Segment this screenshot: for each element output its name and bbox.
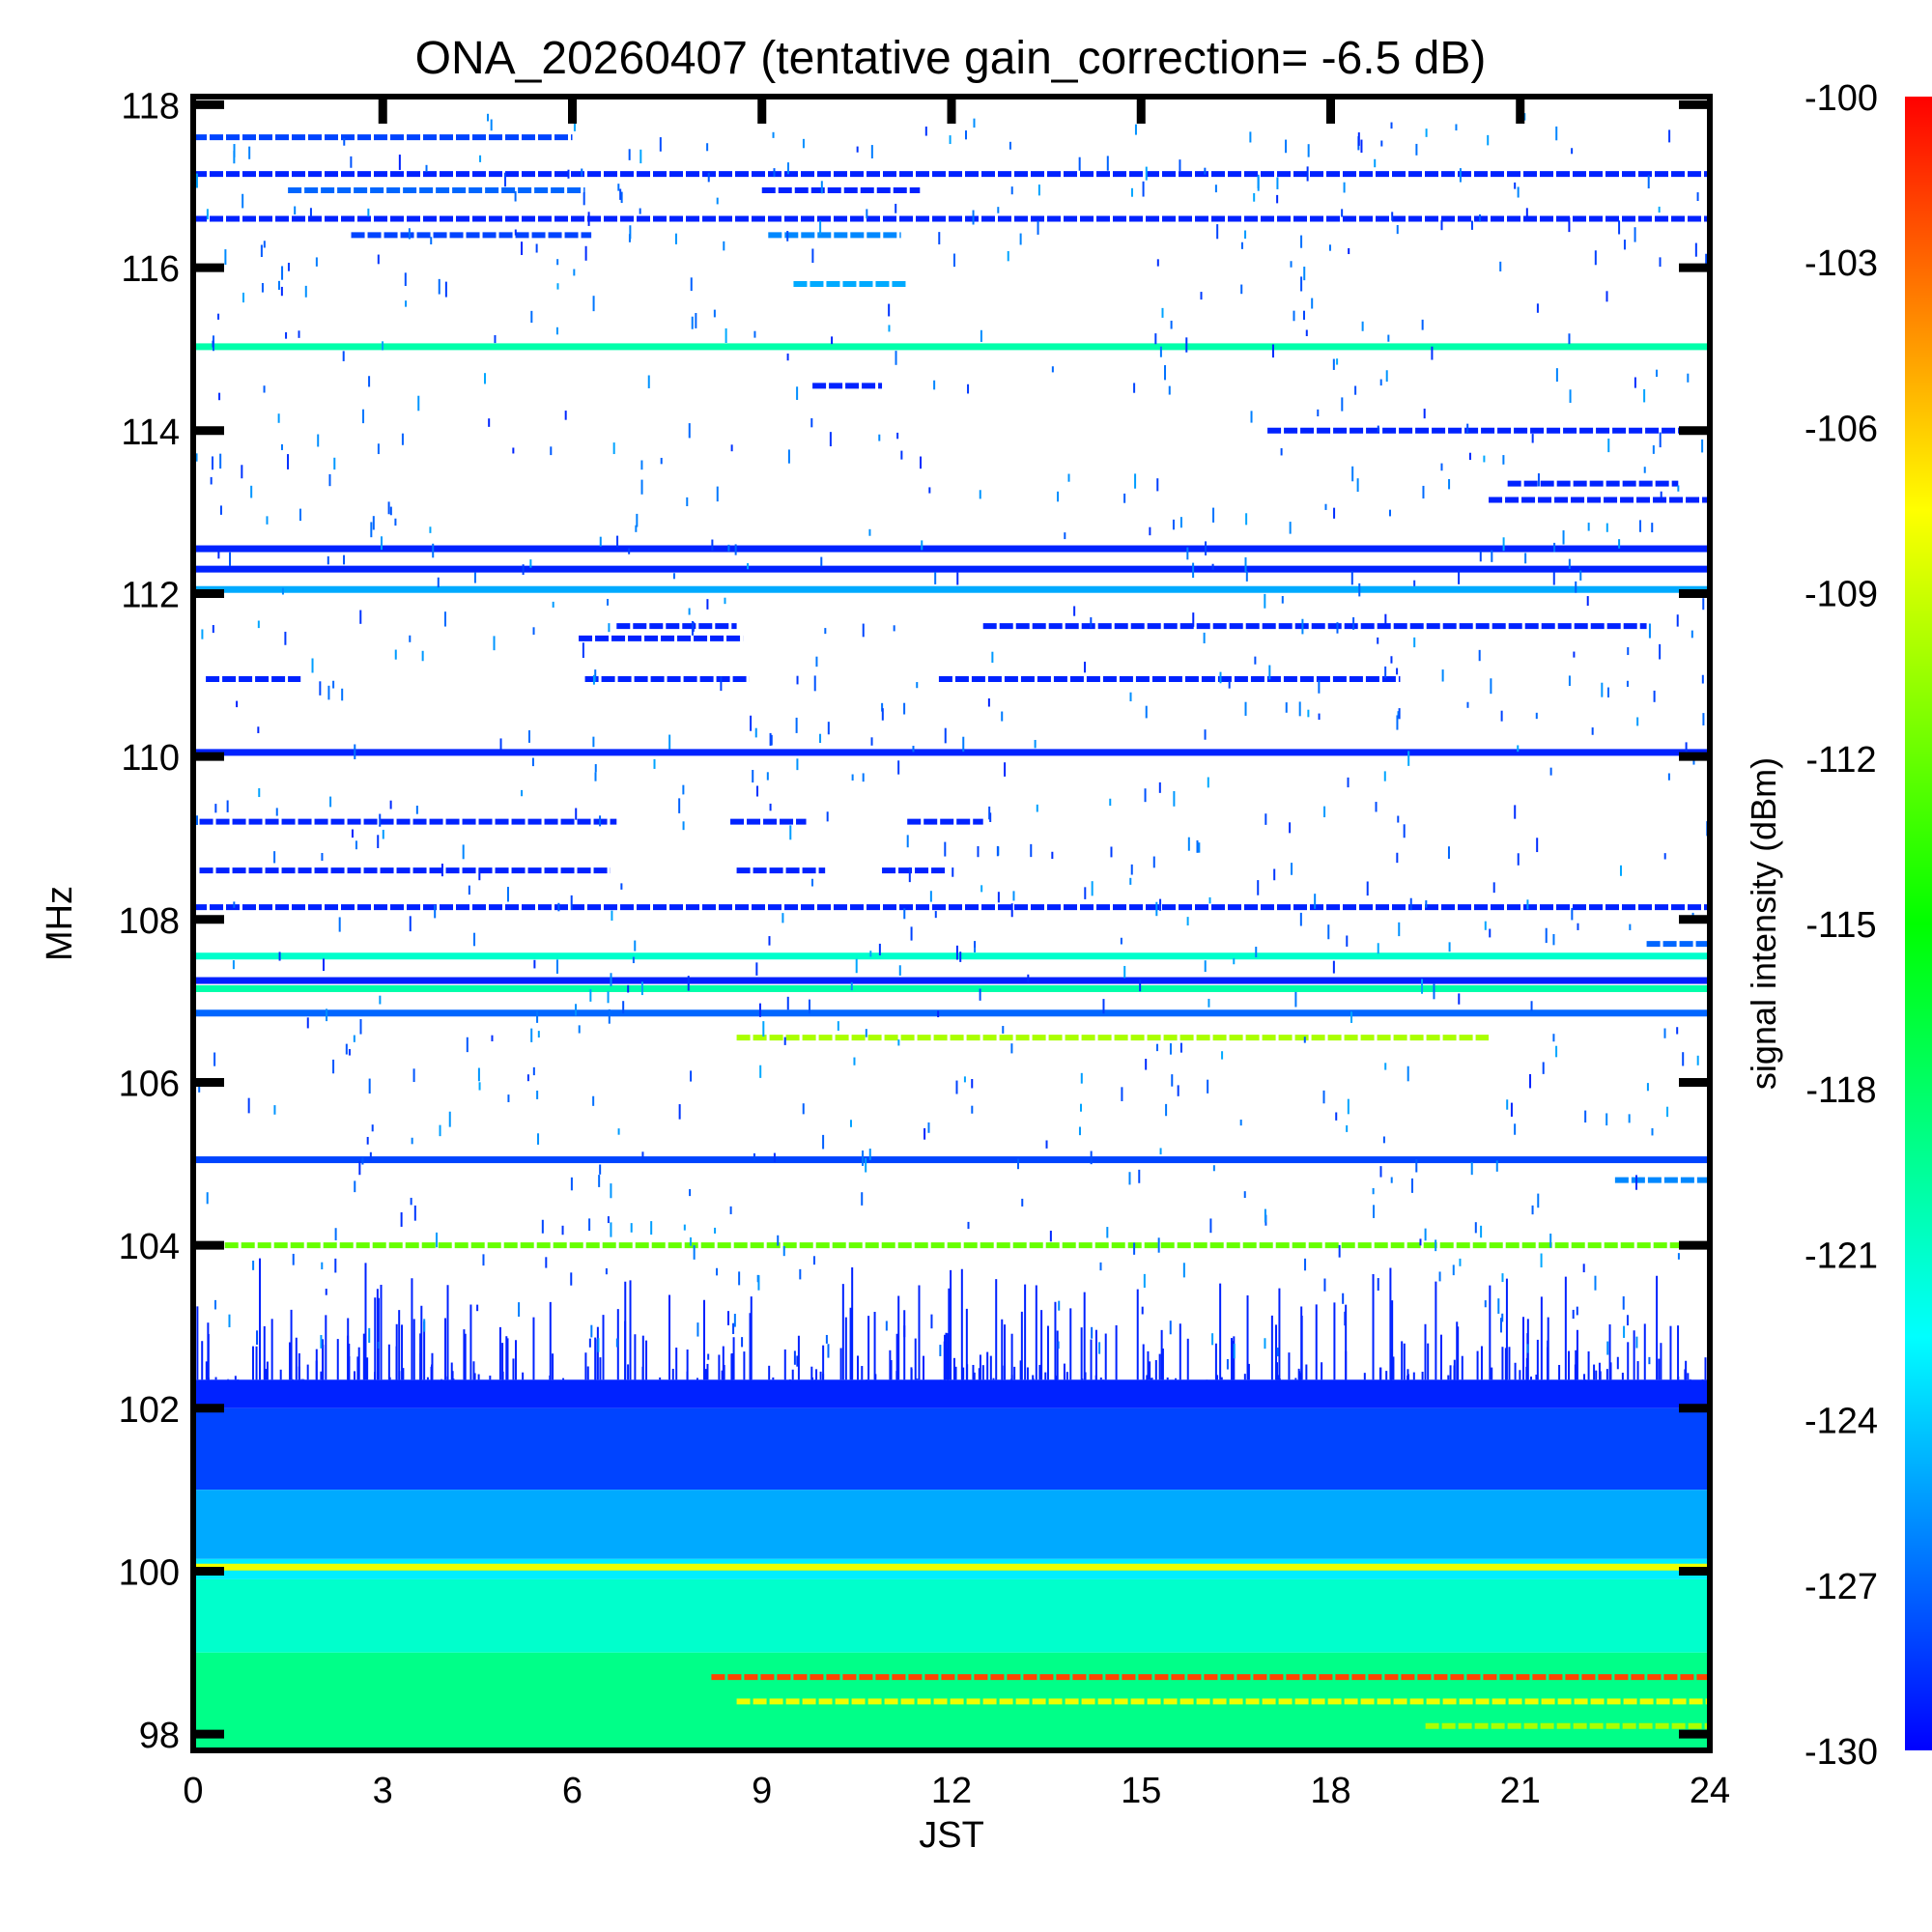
colorbar-tick-label--124: -124: [1804, 1402, 1878, 1442]
y-tick-label-118: 118: [121, 86, 180, 127]
y-tick-label-98: 98: [139, 1716, 180, 1756]
y-tick-label-108: 108: [119, 901, 180, 942]
signal-line-10: [193, 1563, 1710, 1571]
x-axis-label: JST: [919, 1815, 984, 1856]
x-tick-label-15: 15: [1121, 1771, 1161, 1811]
y-tick-label-114: 114: [121, 412, 180, 453]
colorbar-tick-label--130: -130: [1804, 1732, 1878, 1773]
noise-band-1: [193, 1407, 1710, 1491]
colorbar-ticks: -100 -103 -106 -109 -112 -115 -118 -121 -124 -127…: [1804, 78, 1878, 1773]
signal-line-6: [193, 977, 1710, 984]
y-tick-label-112: 112: [121, 575, 180, 615]
y-tick-label-100: 100: [119, 1552, 180, 1593]
y-tick-label-106: 106: [119, 1064, 180, 1104]
x-tick-label-24: 24: [1690, 1771, 1730, 1811]
x-axis-ticks: 0 3 6 9 12 15 18 21 24: [183, 97, 1730, 1811]
signal-line-1: [193, 545, 1710, 553]
x-tick-label-0: 0: [183, 1771, 203, 1811]
signal-line-3: [193, 585, 1710, 593]
colorbar-tick-label--109: -109: [1804, 575, 1878, 615]
x-tick-label-18: 18: [1310, 1771, 1350, 1811]
signal-line-2: [193, 565, 1710, 573]
signal-line-8: [193, 1009, 1710, 1017]
signal-line-9: [193, 1156, 1710, 1164]
signal-line-5: [193, 952, 1710, 960]
noise-band-3: [193, 1578, 1710, 1653]
colorbar-tick-label--127: -127: [1804, 1567, 1878, 1607]
noise-spikes: [196, 1258, 1707, 1380]
x-tick-label-21: 21: [1500, 1771, 1541, 1811]
colorbar-tick-label--115: -115: [1805, 905, 1876, 946]
colorbar-tick-label--118: -118: [1805, 1070, 1876, 1111]
noise-band-2: [193, 1490, 1710, 1559]
colorbar-label: signal intensity (dBm): [1744, 757, 1783, 1090]
noise-band-0: [193, 1379, 1710, 1408]
heatmap-layer: [193, 113, 1710, 1750]
signal-line-11: [193, 1734, 1710, 1742]
signal-line-7: [193, 984, 1710, 992]
y-tick-label-102: 102: [119, 1390, 180, 1431]
y-tick-label-110: 110: [121, 738, 180, 779]
y-axis-ticks: 98 100 102 104 106 108 110 112 114 116 118: [119, 86, 1710, 1756]
signal-line-0: [193, 343, 1710, 351]
colorbar-tick-label--103: -103: [1804, 243, 1878, 284]
y-tick-label-104: 104: [119, 1227, 180, 1267]
sparse-detections: [195, 113, 1710, 1370]
x-tick-label-9: 9: [752, 1771, 772, 1811]
y-axis-label: MHz: [40, 886, 80, 961]
y-tick-label-116: 116: [121, 249, 180, 290]
colorbar-tick-label--121: -121: [1804, 1236, 1878, 1276]
x-tick-label-6: 6: [562, 1771, 582, 1811]
signal-line-4: [193, 749, 1710, 756]
colorbar-tick-label--106: -106: [1804, 409, 1878, 449]
colorbar: [1905, 97, 1932, 1750]
x-tick-label-12: 12: [931, 1771, 972, 1811]
colorbar-tick-label--100: -100: [1804, 78, 1878, 119]
chart-title: ONA_20260407 (tentative gain_correction=…: [415, 33, 1487, 84]
x-tick-label-3: 3: [373, 1771, 393, 1811]
colorbar-tick-label--112: -112: [1805, 740, 1876, 781]
